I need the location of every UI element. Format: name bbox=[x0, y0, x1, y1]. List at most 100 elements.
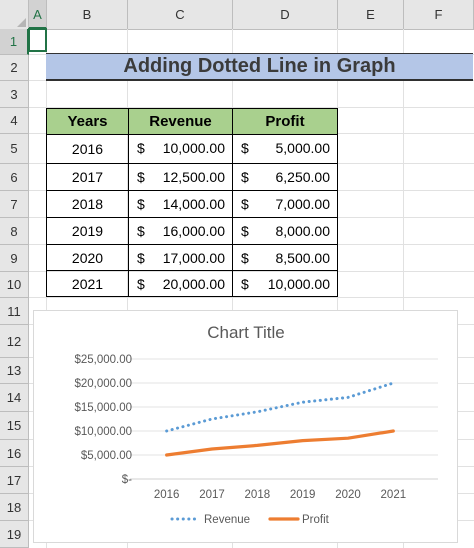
row-header-9[interactable]: 9 bbox=[0, 245, 29, 272]
amount-value: 8,000.00 bbox=[275, 223, 331, 239]
amount-value: 17,000.00 bbox=[162, 250, 225, 266]
row-header-11[interactable]: 11 bbox=[0, 298, 29, 325]
cell-profit[interactable]: $6,250.00 bbox=[232, 163, 338, 191]
currency-symbol: $ bbox=[137, 250, 145, 266]
cell-year[interactable]: 2019 bbox=[46, 217, 129, 245]
amount-value: 5,000.00 bbox=[275, 140, 331, 156]
cell-profit[interactable]: $10,000.00 bbox=[232, 270, 338, 297]
cell-year[interactable]: 2016 bbox=[46, 134, 129, 164]
cell-revenue[interactable]: $14,000.00 bbox=[128, 190, 233, 218]
cell-year[interactable]: 2017 bbox=[46, 163, 129, 191]
table-row: 2017 $12,500.00 $6,250.00 bbox=[46, 163, 338, 191]
row-header-1[interactable]: 1 bbox=[0, 29, 29, 55]
amount-value: 6,250.00 bbox=[275, 169, 331, 185]
cell-revenue[interactable]: $10,000.00 bbox=[128, 134, 233, 164]
header-profit[interactable]: Profit bbox=[232, 108, 338, 135]
select-all-corner[interactable] bbox=[0, 0, 29, 29]
currency-symbol: $ bbox=[241, 196, 249, 212]
cell-profit[interactable]: $7,000.00 bbox=[232, 190, 338, 218]
grid-line bbox=[403, 29, 404, 548]
cell-revenue[interactable]: $17,000.00 bbox=[128, 244, 233, 271]
currency-symbol: $ bbox=[241, 223, 249, 239]
header-revenue[interactable]: Revenue bbox=[128, 108, 233, 135]
table-row: 2016 $10,000.00 $5,000.00 bbox=[46, 134, 338, 164]
row-header-14[interactable]: 14 bbox=[0, 384, 29, 412]
cell-revenue[interactable]: $20,000.00 bbox=[128, 270, 233, 297]
y-tick-label: $5,000.00 bbox=[81, 450, 132, 462]
y-tick-label: $25,000.00 bbox=[74, 354, 132, 366]
row-header-18[interactable]: 18 bbox=[0, 494, 29, 521]
currency-symbol: $ bbox=[137, 196, 145, 212]
currency-symbol: $ bbox=[241, 169, 249, 185]
column-header-b[interactable]: B bbox=[47, 0, 128, 29]
currency-symbol: $ bbox=[137, 223, 145, 239]
line-chart[interactable]: Chart Title $- $5,000.00 $10,000.00 $15,000.… bbox=[33, 310, 458, 543]
cell-profit[interactable]: $8,500.00 bbox=[232, 244, 338, 271]
table-row: 2019 $16,000.00 $8,000.00 bbox=[46, 217, 338, 245]
row-header-7[interactable]: 7 bbox=[0, 191, 29, 218]
grid-line bbox=[29, 107, 474, 108]
y-tick-label: $- bbox=[122, 474, 132, 486]
amount-value: 14,000.00 bbox=[162, 196, 225, 212]
amount-value: 10,000.00 bbox=[267, 276, 330, 292]
row-header-4[interactable]: 4 bbox=[0, 108, 29, 134]
amount-value: 16,000.00 bbox=[162, 223, 225, 239]
row-header-10[interactable]: 10 bbox=[0, 272, 29, 298]
series-line-revenue bbox=[165, 381, 395, 433]
row-header-19[interactable]: 19 bbox=[0, 521, 29, 548]
row-header-13[interactable]: 13 bbox=[0, 358, 29, 384]
cell-revenue[interactable]: $16,000.00 bbox=[128, 217, 233, 245]
cell-revenue[interactable]: $12,500.00 bbox=[128, 163, 233, 191]
series-line-profit bbox=[165, 429, 395, 457]
amount-value: 7,000.00 bbox=[275, 196, 331, 212]
table-row: 2020 $17,000.00 $8,500.00 bbox=[46, 244, 338, 271]
row-header-15[interactable]: 15 bbox=[0, 412, 29, 440]
currency-symbol: $ bbox=[241, 140, 249, 156]
amount-value: 20,000.00 bbox=[162, 276, 225, 292]
column-header-a[interactable]: A bbox=[29, 0, 47, 29]
amount-value: 10,000.00 bbox=[162, 140, 225, 156]
y-tick-label: $20,000.00 bbox=[74, 378, 132, 390]
row-header-5[interactable]: 5 bbox=[0, 134, 29, 164]
select-all-icon bbox=[17, 18, 26, 27]
row-header-6[interactable]: 6 bbox=[0, 164, 29, 191]
cell-year[interactable]: 2021 bbox=[46, 270, 129, 297]
column-header-d[interactable]: D bbox=[233, 0, 338, 29]
column-header-f[interactable]: F bbox=[404, 0, 474, 29]
currency-symbol: $ bbox=[241, 250, 249, 266]
cell-year[interactable]: 2020 bbox=[46, 244, 129, 271]
x-tick-label: 2021 bbox=[381, 489, 407, 501]
row-header-3[interactable]: 3 bbox=[0, 81, 29, 108]
row-header-12[interactable]: 12 bbox=[0, 325, 29, 358]
chart-canvas: Chart Title $- $5,000.00 $10,000.00 $15,000.… bbox=[74, 323, 438, 526]
currency-symbol: $ bbox=[137, 169, 145, 185]
x-tick-label: 2019 bbox=[290, 489, 316, 501]
x-tick-label: 2017 bbox=[199, 489, 225, 501]
data-table: Years Revenue Profit 2016 $10,000.00 $5,00… bbox=[46, 108, 338, 297]
table-row: 2018 $14,000.00 $7,000.00 bbox=[46, 190, 338, 218]
header-years[interactable]: Years bbox=[46, 108, 129, 135]
currency-symbol: $ bbox=[137, 276, 145, 292]
x-tick-label: 2016 bbox=[154, 489, 180, 501]
legend-label-revenue: Revenue bbox=[204, 514, 250, 526]
chart-title[interactable]: Chart Title bbox=[207, 323, 284, 342]
x-tick-label: 2020 bbox=[335, 489, 361, 501]
row-header-16[interactable]: 16 bbox=[0, 440, 29, 467]
cell-profit[interactable]: $8,000.00 bbox=[232, 217, 338, 245]
row-header-8[interactable]: 8 bbox=[0, 218, 29, 245]
row-header-17[interactable]: 17 bbox=[0, 467, 29, 494]
y-tick-label: $10,000.00 bbox=[74, 426, 132, 438]
row-header-2[interactable]: 2 bbox=[0, 55, 29, 81]
column-header-c[interactable]: C bbox=[128, 0, 233, 29]
cell-profit[interactable]: $5,000.00 bbox=[232, 134, 338, 164]
table-row: 2021 $20,000.00 $10,000.00 bbox=[46, 270, 338, 297]
column-header-e[interactable]: E bbox=[338, 0, 404, 29]
grid-line bbox=[29, 297, 474, 298]
active-cell-a1[interactable] bbox=[28, 28, 47, 52]
cell-year[interactable]: 2018 bbox=[46, 190, 129, 218]
sheet-title[interactable]: Adding Dotted Line in Graph bbox=[46, 53, 473, 81]
y-tick-label: $15,000.00 bbox=[74, 402, 132, 414]
amount-value: 8,500.00 bbox=[275, 250, 331, 266]
column-header-row bbox=[0, 0, 474, 30]
